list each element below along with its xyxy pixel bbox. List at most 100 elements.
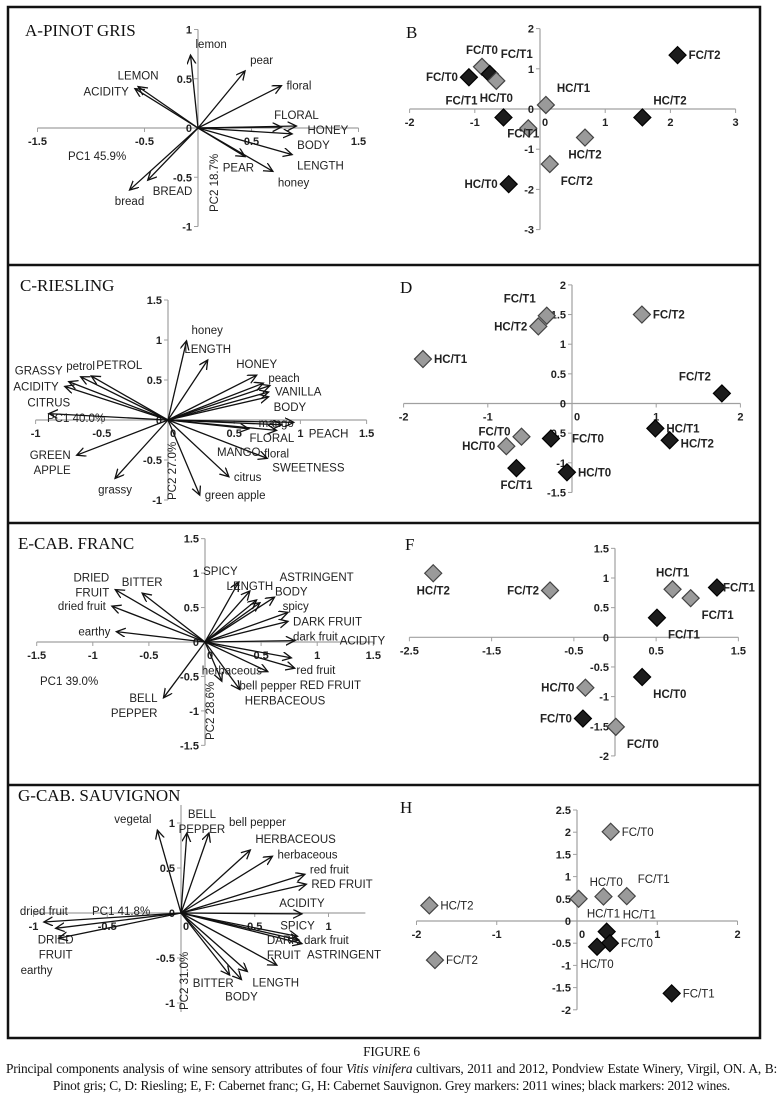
x-tick-label: -0.5: [135, 136, 154, 148]
x-tick-label: -1.5: [28, 136, 47, 148]
loading-arrow: [197, 127, 292, 155]
x-tick-label: 1.5: [366, 650, 381, 662]
marker-grey-2011: [536, 95, 556, 115]
marker-black-2012: [633, 108, 652, 127]
panel-title: G-CAB. SAUVIGNON: [18, 786, 180, 805]
point-label: FC/T2: [689, 50, 721, 62]
panel-f: F -2.5 -1.5 -0.5 0.5 1.5 -2 -1.5 -1 -0.5 0 0.5 1 1.5 H…: [400, 535, 756, 763]
loading-arrow: [180, 884, 306, 914]
y-axis-title: PC2 31.0%: [179, 952, 191, 1010]
point-label: FC/T0: [572, 433, 604, 445]
marker-grey-2011: [594, 887, 613, 906]
marker-grey-2011: [632, 305, 652, 324]
point-label: FC/T0: [627, 739, 659, 751]
point-label: FC/T2: [507, 585, 539, 597]
x-tick-label: -1: [470, 117, 480, 129]
y-tick-label: 0.5: [160, 863, 175, 875]
loading-arrow: [197, 127, 292, 134]
loading-arrow: [204, 591, 250, 643]
loading-arrow: [167, 383, 263, 421]
label-line: DARK: [267, 935, 299, 947]
loading-arrow: [167, 386, 270, 421]
arrow-label: BODY: [225, 992, 258, 1004]
y-tick-label: 0: [528, 104, 534, 116]
label-line: PEPPER: [111, 708, 158, 720]
marker-black-2012: [459, 67, 479, 87]
x-tick-label: 1.5: [351, 136, 366, 148]
arrow-label: lemon: [196, 39, 227, 51]
marker-black-2012: [712, 384, 732, 403]
point-label: HC/T0: [541, 683, 574, 695]
x-tick-label: 1.5: [731, 645, 746, 657]
y-tick-label: 0: [603, 632, 609, 644]
loading-arrow: [56, 912, 182, 928]
point-label: HC/T2: [494, 321, 527, 333]
loading-arrow: [115, 590, 206, 643]
marker-grey-2011: [575, 128, 595, 147]
x-axis-title: PC1 41.8%: [92, 906, 150, 918]
loading-arrow: [167, 360, 208, 421]
loading-arrow: [135, 89, 199, 129]
arrow-label: CITRUS: [27, 398, 70, 410]
loading-arrow: [116, 632, 206, 643]
x-tick-label: -2.5: [400, 645, 419, 657]
arrow-label: GRASSY: [15, 366, 63, 378]
point-label: FC/T0: [622, 827, 654, 839]
caption-species: Vitis vinifera: [345, 1061, 413, 1076]
marker-black-2012: [668, 45, 687, 65]
y-tick-label: -1.5: [590, 721, 609, 733]
y-tick-label: 0.5: [177, 74, 192, 86]
arrow-label: BODY: [275, 587, 308, 599]
marker-black-2012: [646, 419, 665, 438]
arrow-label: RED FRUIT: [300, 680, 361, 692]
point-label: HC/T1: [434, 354, 468, 366]
loading-arrow: [197, 127, 245, 157]
point-label: FC/T1: [638, 874, 670, 886]
arrow-label: herbaceous: [277, 849, 337, 861]
point-label: HC/T1: [587, 909, 620, 921]
label-line: PEPPER: [179, 824, 226, 836]
loading-arrow: [167, 419, 200, 495]
label-line: FRUIT: [39, 949, 73, 961]
loading-arrow: [204, 641, 268, 672]
y-tick-label: -2: [561, 1005, 571, 1017]
loading-arrow: [197, 127, 281, 128]
y-axis-title: PC2 28.6%: [205, 682, 217, 740]
arrow-label: FLORAL: [274, 110, 319, 122]
x-tick-label: 1: [602, 117, 608, 129]
arrow-label: PETROL: [96, 360, 143, 372]
arrow-label: honey: [192, 325, 224, 337]
arrow-label: ASTRINGENT: [280, 572, 354, 584]
y-tick-label: 0: [156, 415, 162, 427]
arrow-label: herbaceous: [202, 665, 262, 677]
x-tick-label: 1: [297, 428, 303, 440]
loading-arrow: [180, 833, 209, 914]
arrow-label: dried fruit: [20, 906, 69, 918]
y-tick-label: -1.5: [552, 983, 571, 995]
x-tick-label: -0.5: [92, 428, 111, 440]
marker-grey-2011: [486, 71, 506, 91]
loading-arrow: [180, 856, 272, 914]
loading-arrow: [204, 600, 257, 643]
marker-grey-2011: [569, 889, 588, 909]
x-axis-title: PC1 45.9%: [68, 151, 126, 163]
point-label: HC/T0: [590, 877, 623, 889]
arrow-label: floral: [286, 81, 311, 93]
x-tick-label: -1.5: [482, 645, 501, 657]
arrow-label: SWEETNESS: [272, 462, 345, 474]
arrow-label: ACIDITY: [340, 636, 386, 648]
y-tick-label: -0.5: [156, 953, 175, 965]
point-label: FC/T1: [446, 95, 479, 107]
caption-text-start: Principal components analysis of wine se…: [6, 1061, 346, 1076]
y-tick-label: 2: [565, 827, 571, 839]
marker-grey-2011: [413, 349, 433, 369]
point-label: FC/T1: [683, 988, 715, 1000]
point-label: HC/T0: [653, 689, 686, 701]
x-tick-label: 0.5: [227, 428, 242, 440]
x-tick-label: 1: [325, 921, 331, 933]
arrow-label: bread: [115, 196, 144, 208]
arrow-label: SPICY: [203, 566, 238, 578]
loading-arrow: [69, 382, 169, 421]
label-line: BELL: [129, 693, 158, 705]
arrow-label: LENGTH: [184, 344, 231, 356]
